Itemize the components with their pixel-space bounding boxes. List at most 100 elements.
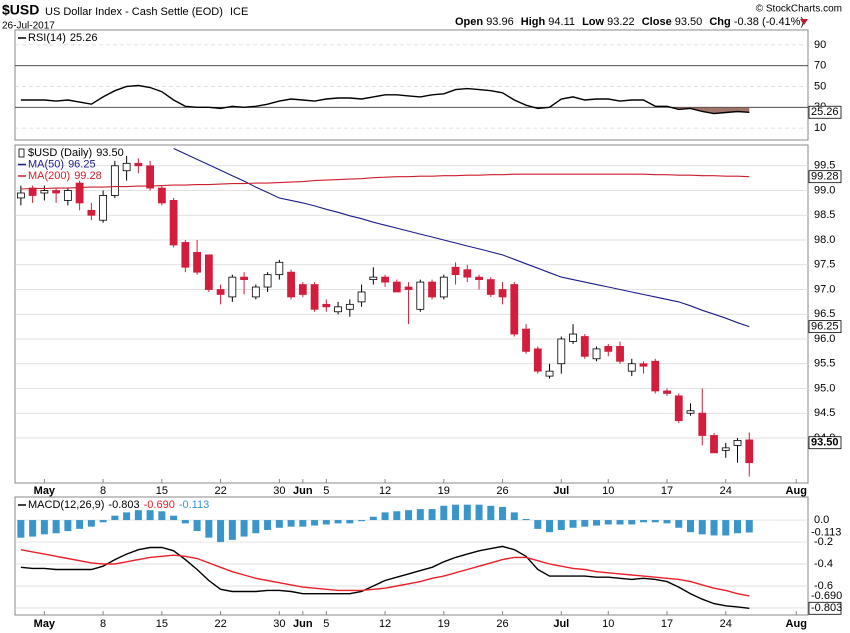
histogram-bar xyxy=(393,511,401,521)
histogram-bar xyxy=(369,516,377,521)
y-tick-label: 97.5 xyxy=(814,259,835,271)
x-tick-label: 10 xyxy=(602,618,614,630)
y-tick-label: 70 xyxy=(814,60,826,72)
candle-body xyxy=(592,348,601,360)
y-tick-label: 98.5 xyxy=(814,209,835,221)
legend-value: -0.113 xyxy=(179,499,209,511)
histogram-bar xyxy=(99,520,107,523)
x-tick-label: 26 xyxy=(496,618,508,630)
histogram-bar xyxy=(311,520,319,526)
histogram-bar xyxy=(428,509,436,521)
y-tick-label: -0.4 xyxy=(814,558,833,570)
candle-body xyxy=(663,390,671,394)
x-tick-label: 5 xyxy=(323,618,329,630)
histogram-bar xyxy=(734,520,742,534)
candle-body xyxy=(533,348,542,372)
x-tick-label: 19 xyxy=(438,618,450,630)
candle-body xyxy=(733,440,742,446)
legend-text: 25.26 xyxy=(70,32,98,44)
candle-body xyxy=(381,276,389,283)
candle-body xyxy=(710,435,718,454)
histogram-bar xyxy=(651,520,659,523)
x-tick-label: 12 xyxy=(379,485,391,497)
y-tick-label: -0.6 xyxy=(814,580,833,592)
candle-body xyxy=(345,303,354,310)
candle-body xyxy=(604,346,613,352)
candle-body xyxy=(616,346,624,362)
candle-body xyxy=(75,182,84,204)
stat-label: Close xyxy=(642,16,672,28)
y-tick-label: 98.0 xyxy=(814,234,835,246)
histogram-bar xyxy=(522,518,530,521)
histogram-bar xyxy=(557,520,565,530)
legend-value: -0.690 xyxy=(144,499,175,511)
candle-body xyxy=(263,274,272,288)
legend-title: MACD(12,26,9) xyxy=(28,499,104,511)
candle-body xyxy=(357,291,366,303)
candle-body xyxy=(486,279,495,295)
histogram-bar xyxy=(440,505,448,521)
candle-body xyxy=(193,251,201,273)
candle-body xyxy=(522,328,530,352)
candle-body xyxy=(627,363,636,372)
symbol: $USD xyxy=(2,2,39,18)
y-tick-label: 99.5 xyxy=(814,160,835,172)
histogram-bar xyxy=(416,509,424,521)
candle-body xyxy=(674,395,683,422)
candle-body xyxy=(698,412,707,436)
histogram-bar xyxy=(358,520,366,522)
histogram-bar xyxy=(87,520,95,527)
date: 26-Jul-2017 xyxy=(2,21,55,32)
value-label: 93.50 xyxy=(811,437,839,449)
candle-body xyxy=(122,162,131,172)
histogram-bar xyxy=(628,520,636,525)
histogram-bar xyxy=(640,520,648,523)
stat-label: Chg xyxy=(709,16,730,28)
histogram-bar xyxy=(722,520,730,536)
legend-text: 96.25 xyxy=(68,158,96,170)
x-tick-label: May xyxy=(34,485,56,497)
histogram-bar xyxy=(158,511,166,521)
histogram-bar xyxy=(76,520,84,529)
candle-body xyxy=(510,284,519,335)
series-line xyxy=(20,549,750,597)
value-label-box xyxy=(808,105,842,119)
stat-value: -0.38 (-0.41%) xyxy=(734,16,804,28)
histogram-bar xyxy=(264,520,272,530)
candle-body xyxy=(392,281,401,293)
y-tick-label: 96.0 xyxy=(814,333,835,345)
y-tick-label: 94.5 xyxy=(814,407,835,419)
x-tick-label: Jul xyxy=(553,485,569,497)
candle-body xyxy=(651,360,660,392)
x-tick-label: 17 xyxy=(661,485,673,497)
candle-body xyxy=(557,338,566,365)
candle-body xyxy=(416,281,425,310)
x-tick-label: 22 xyxy=(214,485,226,497)
histogram-bar xyxy=(240,520,248,537)
histogram-bar xyxy=(252,520,260,534)
value-label: -0.113 xyxy=(811,526,841,538)
histogram-bar xyxy=(534,520,542,529)
series-line xyxy=(173,148,750,328)
histogram-bar xyxy=(581,520,589,527)
histogram-bar xyxy=(675,520,683,528)
histogram-bar xyxy=(745,520,753,533)
candle-body xyxy=(463,269,472,278)
histogram-bar xyxy=(17,520,25,538)
value-label-box xyxy=(808,320,842,334)
stat-value: 94.11 xyxy=(548,16,575,28)
x-tick-label: 30 xyxy=(273,485,285,497)
histogram-bar xyxy=(123,512,131,521)
histogram-bar xyxy=(604,520,612,525)
histogram-bar xyxy=(64,520,72,532)
histogram-bar xyxy=(546,520,554,533)
oversold-fill xyxy=(20,107,750,114)
candle-body xyxy=(63,190,72,201)
histogram-bar xyxy=(29,520,37,537)
legend-entry: MA(50) 96.25 xyxy=(28,158,96,170)
candle-body xyxy=(146,165,155,189)
candle-body xyxy=(428,281,436,298)
y-tick-label: 10 xyxy=(814,122,826,134)
